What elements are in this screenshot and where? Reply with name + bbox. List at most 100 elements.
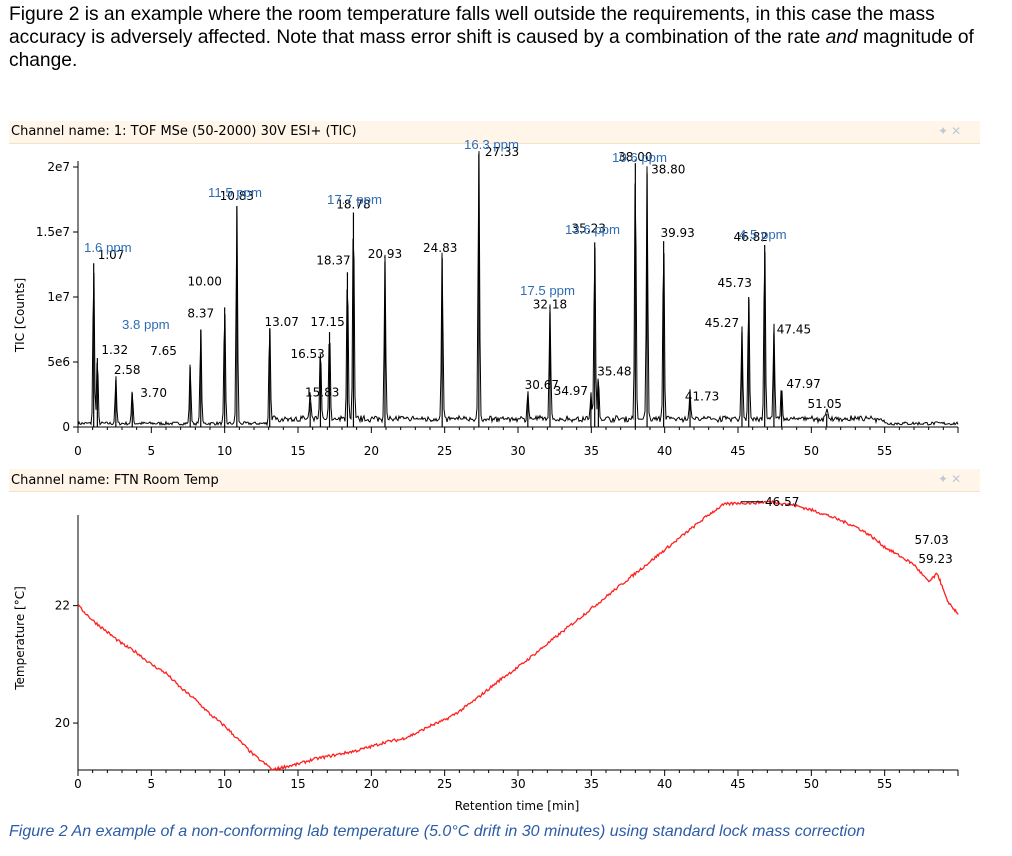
tic-peak-label: 41.73 [685,389,719,403]
tic-peak-label: 17.15 [310,315,344,329]
tic-peak-label: 15.83 [305,385,339,399]
tic-panel-header [9,121,980,144]
tic-x-tick-label: 20 [364,444,379,458]
tic-x-tick-label: 15 [290,444,305,458]
temp-x-tick-label: 55 [877,777,892,791]
tic-x-tick-label: 30 [510,444,525,458]
tic-peak-label: 2.58 [114,363,141,377]
tic-peak-label: 1.32 [101,343,128,357]
tic-peak-label: 45.73 [718,276,752,290]
tic-peak-label: 10.83 [220,189,254,203]
intro-emphasis: and [825,27,858,48]
tic-trace [77,151,959,427]
tic-x-tick-label: 45 [730,444,745,458]
tic-peak-label: 16.53 [290,347,324,361]
tic-panel-controls[interactable]: ✦✕ [938,124,964,138]
tic-peak-label: 10.00 [187,274,221,288]
close-icon[interactable]: ✕ [951,124,965,138]
ppm-annotation: 13.6 ppm [565,222,620,237]
temp-x-tick-label: 5 [148,777,156,791]
tic-x-tick-label: 35 [584,444,599,458]
ppm-annotation: 1.6 ppm [84,240,132,255]
temp-x-tick-label: 45 [730,777,745,791]
tic-series-line [77,151,959,427]
ppm-annotation: 10.6 ppm [612,150,667,165]
intro-paragraph: Figure 2 is an example where the room te… [9,3,999,72]
temp-annotation: 59.23 [918,552,952,566]
pin-icon[interactable]: ✦ [938,124,952,138]
tic-y-tick-label: 5e6 [47,355,70,369]
tic-peak-label: 39.93 [660,226,694,240]
temp-panel-header [9,469,980,492]
tic-peak-label: 35.48 [597,365,631,379]
temp-y-tick-label: 22 [55,599,70,613]
temp-axes: 20 22 0 5 10 15 20 25 30 35 40 45 50 55 [55,515,959,791]
tic-peak-label: 35.23 [572,221,606,235]
ppm-annotation: 4.5 ppm [739,227,787,242]
temp-y-tick-label: 20 [55,716,70,730]
tic-peak-labels: 1.07 1.32 2.58 3.70 7.65 8.37 10.00 10.83 13.07 1… [98,145,842,411]
tic-x-tick-label: 40 [657,444,672,458]
temp-annotation: 57.03 [914,533,948,547]
ppm-annotation: 11.5 ppm [208,185,262,200]
tic-peak-label: 24.83 [423,241,457,255]
tic-peak-label: 13.07 [265,315,299,329]
tic-x-tick-label: 25 [437,444,452,458]
intro-text-end: magnitude of change. [9,27,974,71]
tic-peak-label: 1.07 [98,248,125,262]
intro-text: Figure 2 is an example where the room te… [9,4,935,48]
tic-x-tick-label: 10 [217,444,232,458]
figure-caption: Figure 2 An example of a non-conforming … [9,823,865,840]
temp-x-tick-label: 0 [74,777,82,791]
tic-peak-label: 38.80 [651,163,685,177]
tic-peak-label: 8.37 [187,307,214,321]
tic-y-tick-label: 2e7 [47,160,70,174]
pin-icon[interactable]: ✦ [938,472,952,486]
ppm-annotation: 3.8 ppm [122,317,170,332]
temp-series-line [77,499,959,772]
ppm-annotation: 17.5 ppm [520,283,575,298]
temp-x-tick-label: 15 [290,777,305,791]
tic-peak-label: 34.97 [554,384,588,398]
tic-y-tick-label: 0 [62,420,70,434]
temp-labels: 46.57 57.03 59.23 [741,495,953,566]
tic-peak-label: 18.78 [336,198,370,212]
temp-x-tick-label: 30 [510,777,525,791]
tic-peak-label: 27.33 [485,145,519,159]
tic-peak-label: 20.93 [368,247,402,261]
tic-peak-label: 18.37 [316,253,350,267]
tic-peak-label: 51.05 [808,397,842,411]
tic-peak-label: 38.00 [618,150,652,164]
tic-x-tick-label: 5 [148,444,156,458]
temp-y-axis-label: Temperature [°C] [13,586,27,691]
temp-x-tick-label: 20 [364,777,379,791]
tic-peak-label: 46.82 [734,230,768,244]
temp-x-tick-label: 40 [657,777,672,791]
tic-peak-label: 7.65 [150,344,177,358]
tic-peak-label: 32.18 [533,298,567,312]
tic-peak-label: 47.97 [786,377,820,391]
temp-x-axis-label: Retention time [min] [455,799,580,813]
temp-x-tick-label: 35 [584,777,599,791]
temp-x-tick-label: 50 [804,777,819,791]
tic-x-tick-label: 55 [877,444,892,458]
tic-peak-label: 3.70 [140,386,167,400]
tic-x-tick-label: 0 [74,444,82,458]
temp-panel-controls[interactable]: ✦✕ [938,472,964,486]
temp-panel-title: Channel name: FTN Room Temp [11,473,219,488]
tic-panel-title: Channel name: 1: TOF MSe (50-2000) 30V E… [11,124,357,139]
tic-x-tick-label: 50 [804,444,819,458]
tic-y-tick-label: 1.5e7 [36,225,70,239]
temp-annotation: 46.57 [765,495,799,509]
tic-y-tick-label: 1e7 [47,290,70,304]
tic-peak-label: 45.27 [705,316,739,330]
tic-y-axis-label: TIC [Counts] [13,278,27,353]
tic-peak-label: 30.67 [525,378,559,392]
temp-x-tick-label: 10 [217,777,232,791]
temp-trace [77,499,959,772]
tic-axes: 0 5e6 1e7 1.5e7 2e7 0 5 10 15 20 25 30 35 40 45 50 55 [36,160,959,458]
ppm-annotation: 17.7 ppm [327,192,382,207]
temp-x-tick-label: 25 [437,777,452,791]
close-icon[interactable]: ✕ [951,472,965,486]
tic-peak-label: 47.45 [777,322,811,336]
